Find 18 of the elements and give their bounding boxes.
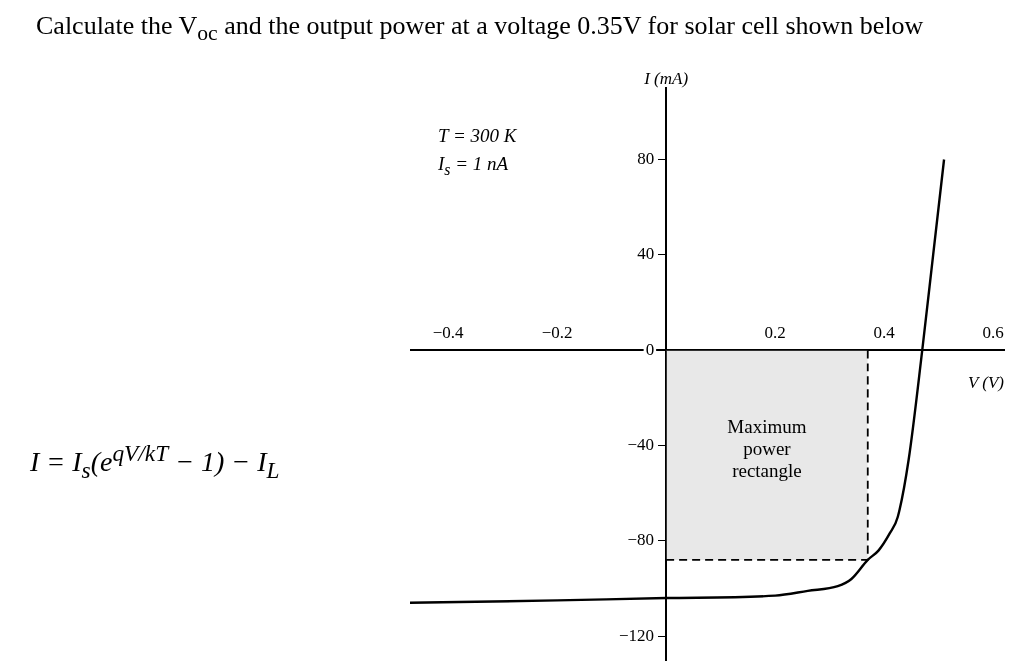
annotation: I$_{s}$ = 1 nA	[438, 152, 510, 180]
y-tick-label: 40	[637, 244, 655, 264]
x-tick-label: 0.6	[982, 322, 1004, 342]
y-tick-label: −80	[627, 530, 655, 550]
y-tick-label: 80	[637, 148, 655, 168]
x-tick-label: 0.2	[764, 322, 786, 342]
annotation: T = 300 K	[438, 124, 517, 148]
chart-title: Calculate the V$_{oc}$ and the output power at a voltage 0.35V for solar cell shown below	[36, 10, 925, 48]
x-tick-label: 0.4	[873, 322, 896, 342]
y-axis-title: I (mA)	[643, 69, 689, 88]
text: I = I$_{s}$(e$^{qV/kT}$ − 1) − I$_{L}$	[30, 440, 280, 484]
x-axis-title: V (V)	[967, 373, 1005, 393]
x-tick-label: −0.4	[432, 322, 465, 342]
y-tick-label: 0	[645, 339, 655, 359]
y-tick-label: −120	[619, 625, 655, 645]
x-tick-label: −0.2	[541, 322, 573, 342]
annotation: Maximum power rectangle	[727, 416, 807, 482]
y-tick-label: −40	[627, 434, 655, 454]
